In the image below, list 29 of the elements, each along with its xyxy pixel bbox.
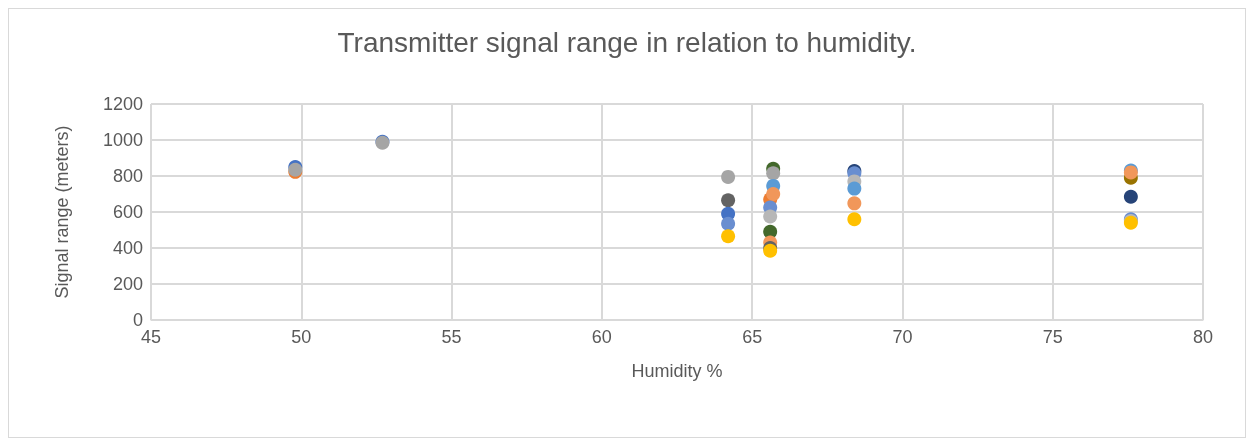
point <box>847 196 862 211</box>
chart-title: Transmitter signal range in relation to humidity. <box>337 26 917 58</box>
x-axis-title: Humidity % <box>631 361 723 381</box>
point <box>721 169 736 184</box>
point <box>766 166 781 181</box>
x-tick-label: 65 <box>742 327 763 347</box>
x-tick-label: 60 <box>591 327 612 347</box>
y-tick-label: 1000 <box>102 130 143 150</box>
point <box>721 193 736 208</box>
x-tick-label: 55 <box>441 327 462 347</box>
point <box>1123 189 1138 204</box>
y-tick-label: 200 <box>112 274 143 294</box>
point <box>763 209 778 224</box>
point <box>721 216 736 231</box>
x-tick-label: 75 <box>1042 327 1063 347</box>
y-tick-label: 1200 <box>102 94 143 114</box>
y-tick-label: 600 <box>112 202 143 222</box>
point <box>847 181 862 196</box>
x-tick-label: 70 <box>892 327 913 347</box>
y-axis-title: Signal range (meters) <box>52 125 72 299</box>
x-tick-label: 80 <box>1192 327 1214 347</box>
y-tick-label: 400 <box>112 238 143 258</box>
point <box>847 212 862 227</box>
point <box>766 187 781 201</box>
x-tick-label: 45 <box>140 327 162 347</box>
y-tick-label: 800 <box>112 166 143 186</box>
point <box>721 229 736 244</box>
x-tick-label: 50 <box>291 327 312 347</box>
y-tick-label: 0 <box>132 310 143 330</box>
